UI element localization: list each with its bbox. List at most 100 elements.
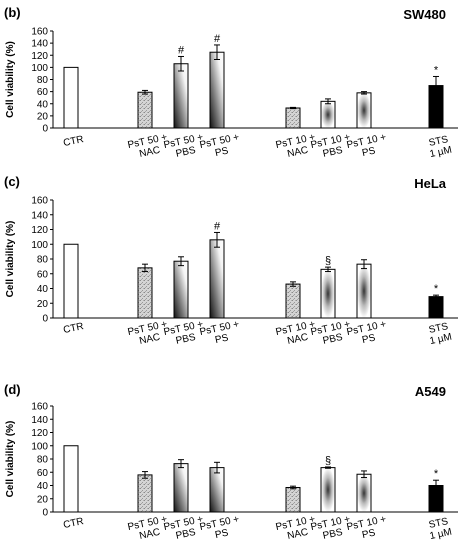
significance-marker: # bbox=[214, 220, 221, 232]
category-label-line: NAC bbox=[138, 145, 161, 160]
y-tick-label: 80 bbox=[37, 255, 49, 266]
chart-panel: (b) SW480 Cell viability (%) 0 2040608010012… bbox=[4, 5, 458, 162]
y-tick-label: 40 bbox=[37, 284, 49, 295]
y-tick-label: 0 bbox=[42, 314, 48, 325]
bar bbox=[320, 268, 336, 319]
bar bbox=[285, 107, 301, 129]
category-label-line: 1 µM bbox=[429, 332, 453, 347]
category-label-line: PS bbox=[214, 527, 230, 541]
category-label-line: NAC bbox=[286, 527, 309, 542]
category-label-line: PS bbox=[361, 527, 377, 541]
bar bbox=[285, 283, 301, 319]
significance-marker: * bbox=[434, 283, 439, 295]
y-tick-label: 140 bbox=[31, 210, 48, 221]
bar bbox=[137, 474, 153, 513]
category-label-line: 1 µM bbox=[429, 145, 453, 160]
chart-panel: (c) HeLa Cell viability (%) 0 20 40 60 80 100 120… bbox=[4, 174, 458, 349]
significance-marker: * bbox=[434, 64, 439, 76]
bar bbox=[356, 263, 372, 319]
category-label: STS1 µM bbox=[426, 516, 453, 542]
category-label: STS1 µM bbox=[426, 134, 453, 160]
category-label-line: PBS bbox=[175, 332, 197, 347]
category-label-line: CTR bbox=[62, 516, 84, 531]
category-label: PsT 50 +PS bbox=[199, 132, 243, 162]
cell-line-title: HeLa bbox=[414, 176, 447, 191]
y-tick-label: 120 bbox=[31, 225, 48, 236]
y-tick-label: 60 bbox=[37, 269, 49, 280]
bar bbox=[356, 473, 372, 513]
y-tick-label: 0 bbox=[42, 508, 48, 519]
bar bbox=[63, 243, 79, 319]
significance-marker: # bbox=[178, 44, 185, 56]
category-label-line: 1 µM bbox=[429, 527, 453, 542]
bar bbox=[173, 463, 189, 513]
category-label-line: STS bbox=[428, 134, 450, 149]
y-tick-label: 60 bbox=[37, 87, 49, 98]
y-tick-label: 100 bbox=[31, 63, 48, 74]
significance-marker: # bbox=[214, 33, 221, 45]
bar bbox=[356, 92, 372, 129]
y-axis-label: Cell viability (%) bbox=[5, 421, 16, 498]
panel-label: (d) bbox=[4, 382, 21, 397]
y-tick-label: 0 bbox=[42, 124, 48, 135]
y-tick-label: 140 bbox=[31, 415, 48, 426]
significance-marker: * bbox=[434, 468, 439, 480]
category-label: PsT 10 +PS bbox=[346, 319, 390, 349]
significance-marker: § bbox=[325, 255, 331, 267]
cell-line-title: A549 bbox=[415, 384, 446, 399]
y-tick-label: 140 bbox=[31, 39, 48, 50]
category-label: PsT 50 +PS bbox=[199, 514, 243, 544]
category-label-line: STS bbox=[428, 516, 450, 531]
category-label-line: PBS bbox=[322, 527, 344, 542]
category-label: PsT 10 +PS bbox=[346, 132, 390, 162]
bar bbox=[209, 239, 225, 319]
bar bbox=[209, 51, 225, 129]
bar bbox=[209, 467, 225, 513]
category-label-line: CTR bbox=[62, 321, 84, 336]
category-label-line: STS bbox=[428, 321, 450, 336]
category-label-line: PS bbox=[361, 332, 377, 346]
bar bbox=[320, 100, 336, 129]
category-label-line: CTR bbox=[62, 134, 84, 149]
cell-line-title: SW480 bbox=[403, 7, 446, 22]
y-tick-label: 160 bbox=[31, 402, 48, 413]
y-tick-label: 40 bbox=[37, 99, 49, 110]
bar bbox=[320, 467, 336, 513]
category-label: PsT 10 +PS bbox=[346, 514, 390, 544]
category-label-line: NAC bbox=[286, 145, 309, 160]
y-tick-label: 40 bbox=[37, 481, 49, 492]
category-label-line: PBS bbox=[175, 145, 197, 160]
y-tick-label: 160 bbox=[31, 196, 48, 207]
panel-label: (b) bbox=[4, 5, 21, 20]
y-tick-label: 80 bbox=[37, 455, 49, 466]
category-label-line: PS bbox=[214, 332, 230, 346]
category-label-line: PBS bbox=[322, 145, 344, 160]
bar bbox=[137, 267, 153, 319]
y-axis-label: Cell viability (%) bbox=[5, 41, 16, 118]
category-label: PsT 50 +PS bbox=[199, 319, 243, 349]
category-label-line: NAC bbox=[138, 332, 161, 347]
bar bbox=[428, 296, 444, 319]
y-tick-label: 20 bbox=[37, 111, 49, 122]
bar bbox=[63, 445, 79, 513]
y-tick-label: 80 bbox=[37, 75, 49, 86]
y-tick-label: 100 bbox=[31, 441, 48, 452]
y-tick-label: 20 bbox=[37, 494, 49, 505]
category-label-line: NAC bbox=[286, 332, 309, 347]
y-tick-label: 160 bbox=[31, 27, 48, 38]
y-tick-label: 100 bbox=[31, 240, 48, 251]
y-axis-label: Cell viability (%) bbox=[5, 221, 16, 298]
y-tick-label: 120 bbox=[31, 428, 48, 439]
category-label-line: NAC bbox=[138, 527, 161, 542]
category-label-line: PBS bbox=[175, 527, 197, 542]
category-label: CTR bbox=[62, 516, 84, 531]
significance-marker: § bbox=[325, 455, 331, 467]
category-label: CTR bbox=[62, 134, 84, 149]
category-label: CTR bbox=[62, 321, 84, 336]
y-tick-label: 120 bbox=[31, 51, 48, 62]
category-label-line: PBS bbox=[322, 332, 344, 347]
bar bbox=[173, 63, 189, 129]
category-label: STS1 µM bbox=[426, 321, 453, 347]
